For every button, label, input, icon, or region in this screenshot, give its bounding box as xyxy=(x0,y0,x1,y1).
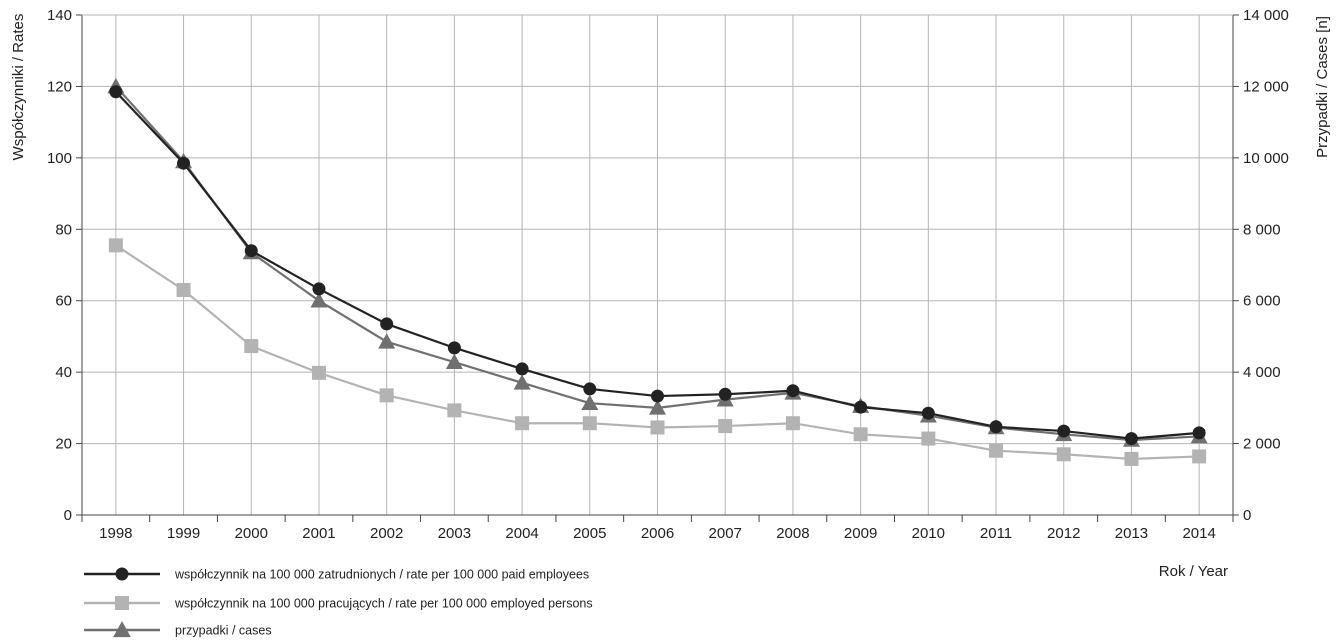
x-tick-label: 2003 xyxy=(438,525,471,542)
x-tick-label: 2006 xyxy=(641,525,674,542)
y-axis-left-title: Współczynniki / Rates xyxy=(10,14,27,161)
x-tick-label: 1998 xyxy=(99,525,132,542)
legend-marker-paid-employees xyxy=(115,567,129,581)
x-tick-label: 2008 xyxy=(776,525,809,542)
y-right-tick-label: 8 000 xyxy=(1243,221,1281,238)
x-tick-label: 2000 xyxy=(235,525,268,542)
point-employed-persons xyxy=(176,283,191,297)
y-left-tick-label: 120 xyxy=(47,78,72,95)
point-employed-persons xyxy=(447,403,462,418)
x-tick-label: 2012 xyxy=(1047,525,1080,542)
point-paid-employees xyxy=(1057,424,1071,438)
point-paid-employees xyxy=(854,400,868,414)
point-paid-employees xyxy=(786,384,800,398)
point-paid-employees xyxy=(177,156,191,170)
y-left-tick-label: 40 xyxy=(55,364,72,381)
point-employed-persons xyxy=(1124,451,1139,466)
x-tick-label: 2002 xyxy=(370,525,403,542)
y-left-tick-label: 60 xyxy=(55,293,72,310)
legend-marker-employed-persons xyxy=(115,596,129,610)
point-paid-employees xyxy=(312,282,326,296)
point-paid-employees xyxy=(989,420,1003,434)
point-employed-persons xyxy=(582,416,597,431)
legend-label-cases: przypadki / cases xyxy=(175,624,272,638)
x-tick-label: 1999 xyxy=(167,525,200,542)
point-paid-employees xyxy=(109,85,123,99)
point-employed-persons xyxy=(921,431,936,446)
y-left-tick-label: 100 xyxy=(47,150,72,167)
point-cases xyxy=(649,399,666,415)
point-paid-employees xyxy=(921,406,935,420)
point-paid-employees xyxy=(1124,432,1138,446)
point-paid-employees xyxy=(244,244,258,258)
y-right-tick-label: 10 000 xyxy=(1243,150,1289,167)
point-paid-employees xyxy=(651,389,664,403)
legend: współczynnik na 100 000 zatrudnionych / … xyxy=(84,567,593,638)
point-employed-persons xyxy=(853,427,868,442)
point-paid-employees xyxy=(447,341,461,355)
point-employed-persons xyxy=(244,339,259,354)
y-right-tick-label: 2 000 xyxy=(1243,436,1281,453)
point-cases xyxy=(445,353,463,369)
point-cases xyxy=(513,374,531,390)
y-left-tick-label: 80 xyxy=(55,221,72,238)
y-right-tick-label: 12 000 xyxy=(1243,78,1289,95)
legend-marker-cases xyxy=(113,621,131,638)
x-tick-label: 2011 xyxy=(980,525,1012,542)
point-employed-persons xyxy=(311,365,326,380)
legend-label-employed-persons: współczynnik na 100 000 pracujących / ra… xyxy=(174,597,593,611)
x-tick-label: 2007 xyxy=(709,525,742,542)
y-right-tick-label: 0 xyxy=(1243,507,1251,524)
series-layer xyxy=(107,77,1208,466)
point-employed-persons xyxy=(650,420,665,435)
labels: Współczynniki / Rates Przypadki / Cases … xyxy=(10,14,1331,580)
x-axis-title: Rok / Year xyxy=(1159,563,1228,580)
point-employed-persons xyxy=(379,388,394,403)
y-right-tick-label: 6 000 xyxy=(1243,293,1281,310)
point-paid-employees xyxy=(380,317,394,331)
point-employed-persons xyxy=(515,416,530,431)
y-left-tick-label: 20 xyxy=(55,436,72,453)
point-employed-persons xyxy=(718,419,733,434)
point-employed-persons xyxy=(1056,447,1071,462)
y-axis-right-title: Przypadki / Cases [n] xyxy=(1314,16,1331,158)
y-right-tick-label: 4 000 xyxy=(1243,364,1281,381)
x-tick-label: 2005 xyxy=(573,525,606,542)
legend-label-paid-employees: współczynnik na 100 000 zatrudnionych / … xyxy=(174,568,589,582)
y-left-tick-label: 0 xyxy=(64,507,72,524)
x-tick-label: 2013 xyxy=(1115,525,1148,542)
x-tick-label: 2001 xyxy=(302,525,335,542)
x-tick-label: 2004 xyxy=(505,525,538,542)
x-tick-label: 2009 xyxy=(844,525,877,542)
axes: 0 0 20 2 000 40 4 000 60 6 000 80 8 000 100 10 000 1… xyxy=(47,7,1289,542)
x-tick-label: 2014 xyxy=(1182,525,1215,542)
point-cases xyxy=(378,333,396,349)
point-paid-employees xyxy=(1192,426,1206,440)
point-employed-persons xyxy=(1192,449,1207,464)
point-employed-persons xyxy=(108,238,123,253)
point-employed-persons xyxy=(989,443,1004,458)
point-cases xyxy=(581,394,599,411)
point-paid-employees xyxy=(515,362,529,376)
y-right-tick-label: 14 000 xyxy=(1243,7,1289,24)
point-paid-employees xyxy=(583,382,597,396)
point-employed-persons xyxy=(785,416,800,431)
y-left-tick-label: 140 xyxy=(47,7,72,24)
point-paid-employees xyxy=(718,387,732,401)
point-cases xyxy=(310,292,328,308)
x-tick-label: 2010 xyxy=(912,525,945,542)
